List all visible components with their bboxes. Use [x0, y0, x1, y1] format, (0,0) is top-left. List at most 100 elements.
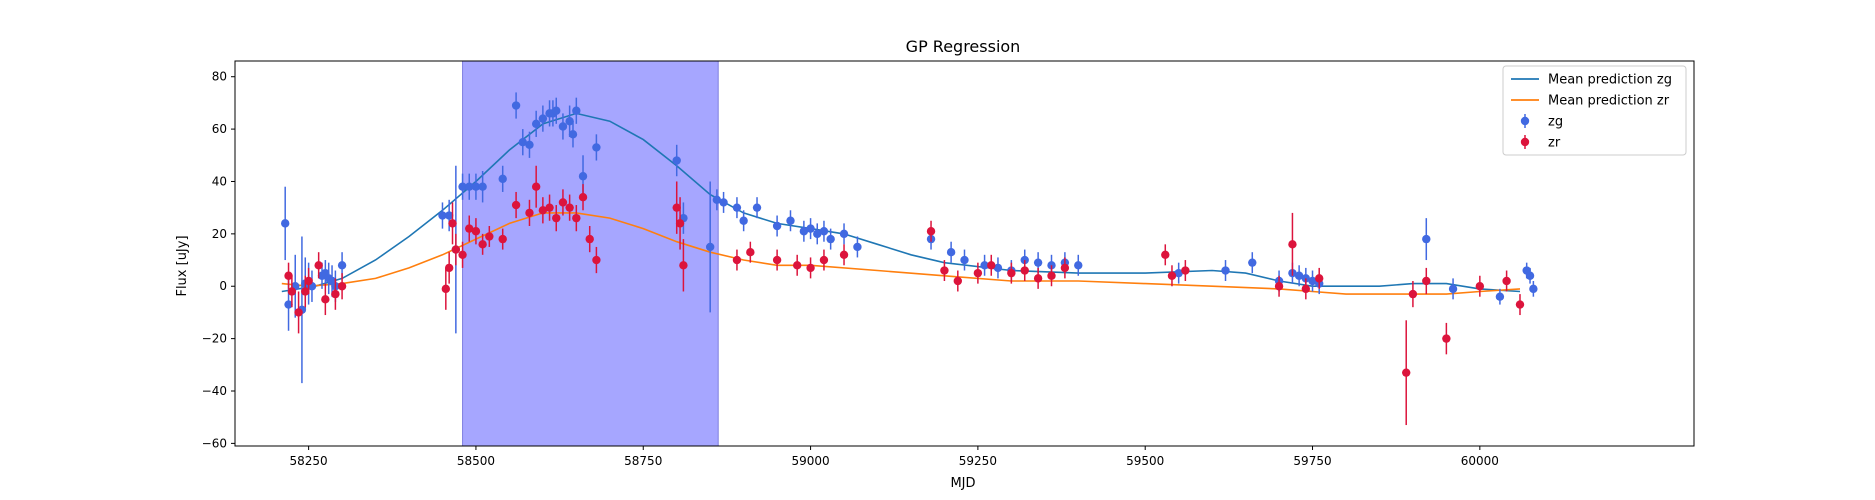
legend-item: zr	[1520, 135, 1561, 151]
series-zg	[280, 92, 1538, 384]
data-point	[1274, 282, 1284, 291]
data-point	[314, 261, 323, 270]
data-point	[1442, 334, 1451, 343]
data-point	[1448, 284, 1458, 294]
y-tick-label: −20	[202, 332, 227, 346]
data-point	[458, 250, 467, 260]
data-point	[1221, 266, 1230, 275]
data-point	[1074, 261, 1083, 270]
data-point	[705, 242, 715, 252]
data-point	[1020, 266, 1029, 275]
data-point	[301, 287, 310, 296]
data-point	[1248, 258, 1257, 267]
x-tick-label: 59000	[791, 454, 829, 468]
legend: Mean prediction zg Mean prediction zr zg zr	[1502, 65, 1687, 156]
data-point	[1475, 282, 1485, 291]
data-point	[321, 295, 330, 304]
legend-marker-swatch	[1520, 116, 1530, 126]
x-tick-label: 59250	[959, 454, 997, 468]
data-point	[545, 203, 554, 212]
data-point	[558, 122, 568, 131]
data-point	[1408, 289, 1418, 299]
data-point	[592, 255, 601, 265]
series-zr	[284, 165, 1525, 426]
data-point	[940, 266, 949, 275]
data-point	[592, 143, 601, 152]
data-point	[558, 198, 568, 207]
data-point	[552, 106, 561, 115]
legend-item: Mean prediction zg	[1511, 73, 1672, 88]
data-point	[712, 195, 722, 205]
data-point	[1167, 271, 1177, 280]
data-point	[1060, 263, 1070, 273]
data-point	[672, 203, 681, 212]
data-point	[926, 227, 936, 236]
data-point	[732, 255, 742, 265]
data-point	[451, 245, 461, 254]
data-point	[471, 182, 481, 191]
data-point	[1515, 300, 1525, 309]
data-point	[960, 255, 969, 265]
data-point	[585, 234, 594, 244]
data-point	[471, 227, 481, 236]
data-point	[525, 208, 534, 218]
data-point	[578, 172, 588, 181]
data-point	[772, 221, 782, 231]
data-point	[1308, 276, 1317, 286]
data-point	[1502, 276, 1511, 286]
data-point	[485, 232, 494, 241]
legend-item: zg	[1520, 114, 1563, 130]
data-point	[531, 182, 541, 191]
data-point	[538, 114, 548, 123]
y-tick-label: −60	[202, 436, 227, 450]
y-tick-label: 60	[212, 122, 227, 136]
data-point	[304, 276, 313, 286]
data-point	[478, 240, 487, 249]
data-point	[1007, 268, 1016, 278]
data-point	[331, 289, 340, 299]
y-axis-label: Flux [uJy]	[175, 235, 190, 296]
data-point	[465, 182, 474, 191]
data-point	[786, 216, 795, 225]
data-point	[1495, 292, 1505, 301]
data-point	[1288, 240, 1297, 249]
data-point	[806, 224, 815, 233]
data-point	[1047, 271, 1056, 280]
data-point	[826, 234, 835, 244]
legend-label: Mean prediction zg	[1548, 73, 1672, 88]
data-point	[498, 234, 507, 244]
data-point	[675, 219, 685, 228]
data-point	[294, 308, 303, 317]
data-point	[953, 276, 963, 286]
data-point	[284, 300, 293, 309]
data-point	[806, 263, 815, 273]
data-point	[946, 247, 956, 257]
axes-frame	[234, 60, 1695, 447]
data-point	[337, 282, 347, 291]
x-axis-label: MJD	[950, 476, 975, 491]
data-point	[511, 200, 521, 210]
data-point	[719, 198, 728, 207]
data-point	[679, 261, 688, 270]
x-tick-label: 59500	[1126, 454, 1164, 468]
data-point	[1422, 276, 1431, 286]
data-point	[578, 192, 588, 202]
data-point	[1033, 274, 1043, 283]
data-point	[565, 203, 574, 212]
data-point	[813, 229, 822, 239]
data-point	[1174, 268, 1183, 278]
data-point	[438, 211, 447, 220]
data-point	[280, 219, 290, 228]
data-point	[1181, 266, 1190, 275]
data-point	[568, 130, 578, 139]
data-point	[531, 119, 541, 129]
data-point	[672, 156, 681, 165]
data-point	[337, 261, 347, 270]
data-point	[444, 263, 454, 273]
data-point	[839, 250, 849, 260]
data-point	[572, 106, 581, 115]
data-point	[448, 219, 457, 228]
data-point	[993, 263, 1003, 273]
data-point	[565, 117, 574, 126]
